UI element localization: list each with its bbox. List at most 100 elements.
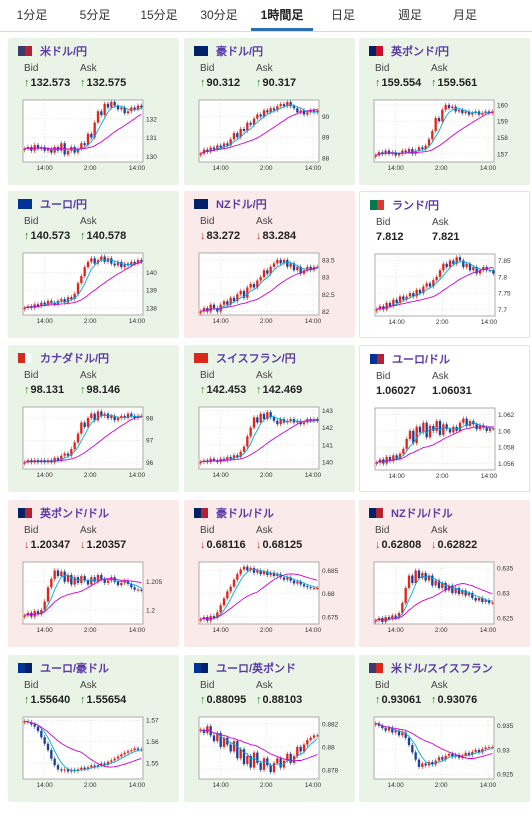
currency-pair-link[interactable]: 豪ドル/ドル (194, 506, 274, 520)
currency-pair-link[interactable]: 英ポンド/円 (369, 44, 449, 58)
candle (83, 143, 86, 146)
candle (475, 424, 478, 430)
y-tick-label: 0.635 (497, 566, 514, 573)
candle (23, 462, 26, 464)
x-tick-label: 14:00 (212, 165, 229, 172)
x-tick-label: 14:00 (212, 318, 229, 325)
y-tick-label: 89 (322, 135, 330, 142)
currency-pair-link[interactable]: 英ポンド/ドル (18, 506, 109, 520)
candle (387, 727, 391, 731)
price-chart[interactable]: 160 159 158 157 14:00 2:00 14:00 (370, 94, 520, 174)
candle (441, 757, 444, 760)
moving-average-line (375, 722, 493, 759)
candle (140, 105, 143, 108)
price-chart[interactable]: 0.882 0.88 0.878 14:00 2:00 14:00 (195, 711, 345, 791)
x-tick-label: 14:00 (388, 319, 405, 326)
moving-average-line (375, 722, 493, 765)
candle (272, 417, 276, 421)
currency-pair-link[interactable]: ユーロ/円 (18, 197, 87, 211)
candle (33, 724, 36, 727)
tab-6[interactable]: 週足 (397, 8, 422, 22)
currency-pair-name: 英ポンド/ドル (40, 508, 110, 520)
price-chart[interactable]: 143 142 141 140 14:00 2:00 14:00 (195, 401, 345, 481)
y-tick-label: 138 (146, 305, 157, 312)
price-chart[interactable]: 0.935 0.93 0.925 14:00 2:00 14:00 (370, 711, 520, 791)
candle (100, 111, 103, 116)
y-tick-label: 1.058 (498, 445, 515, 452)
candle (43, 737, 46, 744)
candle (491, 747, 494, 749)
price-chart[interactable]: 98 97 96 14:00 2:00 14:00 (19, 401, 169, 481)
candle (374, 620, 377, 622)
candle (461, 590, 464, 594)
candle (388, 302, 392, 307)
tab-0[interactable]: 1分足 (16, 8, 48, 22)
currency-pair-link[interactable]: カナダドル/円 (18, 351, 109, 365)
ask-price: 0.88103 (262, 694, 303, 706)
candle (421, 573, 424, 578)
currency-pair-name: カナダドル/円 (40, 353, 110, 365)
tab-2[interactable]: 15分足 (140, 8, 178, 22)
candle (269, 412, 272, 418)
price-chart[interactable]: 0.685 0.68 0.675 14:00 2:00 14:00 (195, 556, 345, 636)
x-tick-label: 14:00 (129, 782, 146, 789)
y-tick-label: 143 (322, 408, 333, 415)
candle (76, 283, 80, 294)
price-chart[interactable]: 1.062 1.06 1.058 1.056 14:00 2:00 14:00 (371, 402, 521, 482)
ask-label: Ask (431, 680, 448, 691)
ask-price: 98.146 (86, 384, 121, 396)
x-tick-label: 2:00 (84, 627, 97, 634)
currency-pair-link[interactable]: ランド/円 (370, 198, 439, 212)
currency-pair-link[interactable]: ユーロ/豪ドル (18, 661, 109, 675)
candle (249, 284, 252, 288)
candle (262, 413, 266, 420)
candle (133, 415, 136, 419)
candle (482, 267, 485, 271)
currency-pair-link[interactable]: ユーロ/英ポンド (194, 661, 296, 675)
moving-average-line (200, 569, 318, 620)
currency-pair-link[interactable]: 米ドル/円 (18, 44, 87, 58)
candle (222, 301, 226, 305)
y-tick-label: 1.062 (498, 412, 515, 419)
tab-1[interactable]: 5分足 (79, 8, 111, 22)
price-chart[interactable]: 1.57 1.56 1.55 14:00 2:00 14:00 (19, 711, 169, 791)
tab-3[interactable]: 30分足 (200, 8, 238, 22)
price-chart[interactable]: 7.85 7.8 7.75 7.7 14:00 2:00 14:00 (371, 248, 521, 328)
candle (309, 587, 312, 589)
currency-pair-link[interactable]: NZドル/円 (194, 197, 267, 211)
currency-pair-link[interactable]: NZドル/ドル (369, 506, 453, 520)
price-chart[interactable]: 1.205 1.2 14:00 2:00 14:00 (19, 556, 169, 636)
candle (50, 750, 53, 759)
bid-value: ↑140.573 (24, 230, 70, 242)
price-chart[interactable]: 0.635 0.63 0.625 14:00 2:00 14:00 (370, 556, 520, 636)
candle (246, 566, 249, 571)
candle (464, 590, 467, 596)
currency-pair-link[interactable]: スイスフラン/円 (194, 351, 296, 365)
currency-pair-name: ユーロ/ドル (392, 354, 451, 366)
y-tick-label: 90 (322, 114, 330, 121)
candle (302, 584, 306, 587)
price-chart[interactable]: 83.5 83 82.5 82 14:00 2:00 14:00 (195, 247, 345, 327)
price-chart[interactable]: 140 139 138 14:00 2:00 14:00 (19, 247, 169, 327)
ask-value: ↑142.469 (256, 384, 302, 396)
candle (46, 300, 50, 305)
candle (492, 428, 495, 430)
candle (262, 571, 266, 575)
candle (461, 755, 464, 758)
y-tick-label: 140 (322, 460, 333, 467)
tab-4[interactable]: 1時間足 (251, 0, 313, 31)
tab-7[interactable]: 月足 (452, 8, 477, 22)
price-chart[interactable]: 90 89 88 14:00 2:00 14:00 (195, 94, 345, 174)
price-chart[interactable]: 132 131 130 14:00 2:00 14:00 (19, 94, 169, 174)
candle (60, 299, 63, 301)
currency-pair-link[interactable]: 豪ドル/円 (194, 44, 263, 58)
candle (199, 619, 202, 621)
candle (206, 308, 209, 312)
currency-pair-link[interactable]: 米ドル/スイスフラン (369, 661, 493, 675)
currency-pair-link[interactable]: ユーロ/ドル (370, 352, 450, 366)
candle (471, 751, 474, 755)
tab-5[interactable]: 日足 (330, 8, 355, 22)
candle (485, 427, 488, 431)
